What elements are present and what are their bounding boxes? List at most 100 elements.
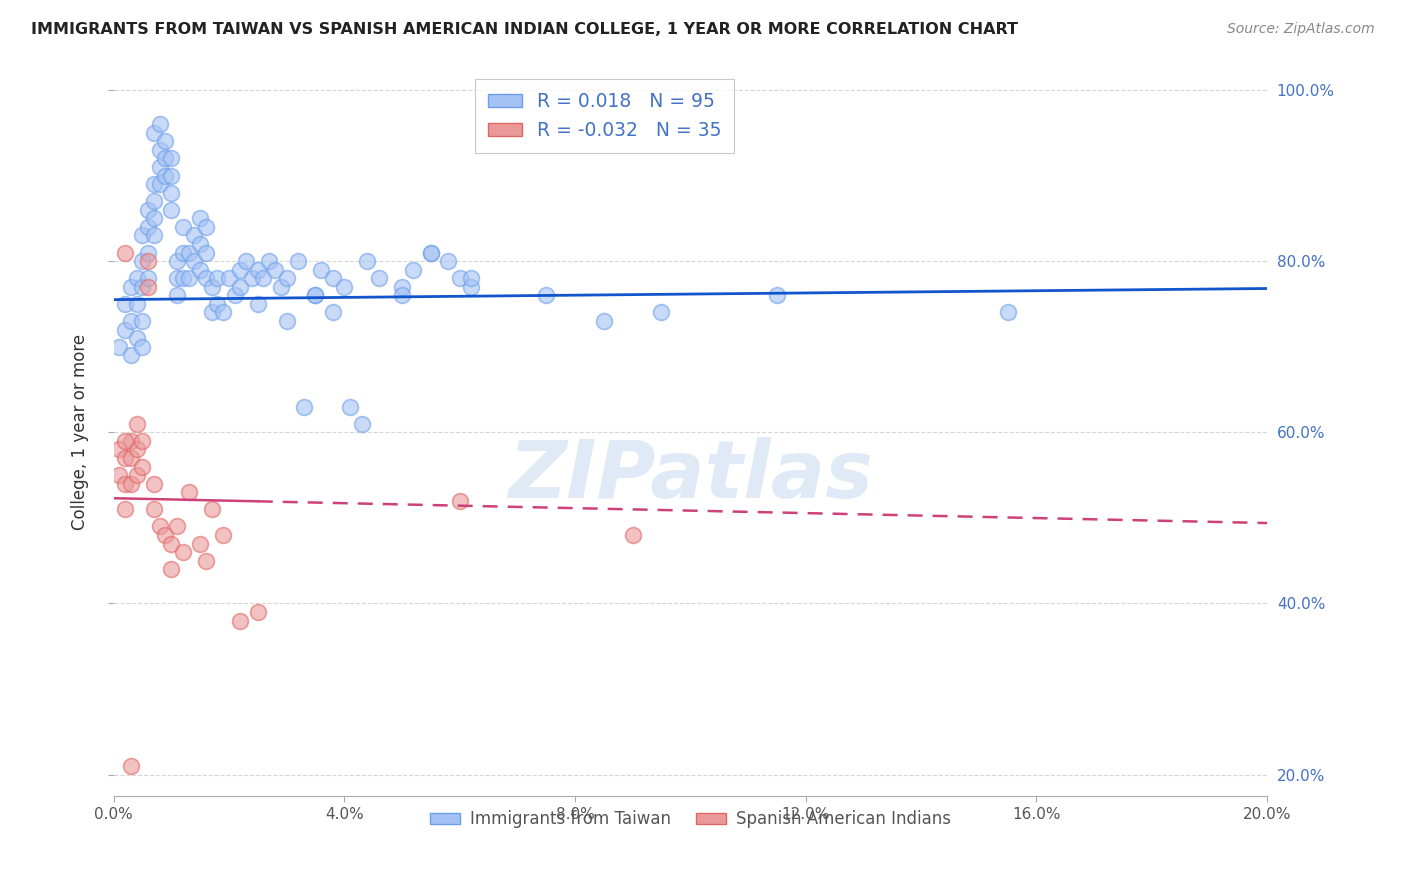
Point: [367, 271, 389, 285]
Point: [391, 288, 413, 302]
Point: [114, 476, 136, 491]
Point: [131, 314, 153, 328]
Point: [142, 211, 165, 226]
Point: [194, 271, 217, 285]
Point: [246, 262, 269, 277]
Point: [229, 262, 252, 277]
Point: [188, 211, 211, 226]
Point: [108, 442, 131, 457]
Point: [136, 245, 159, 260]
Point: [114, 245, 136, 260]
Point: [172, 271, 194, 285]
Point: [188, 237, 211, 252]
Point: [166, 288, 188, 302]
Point: [114, 450, 136, 465]
Point: [131, 254, 153, 268]
Point: [125, 297, 148, 311]
Point: [131, 228, 153, 243]
Point: [149, 117, 172, 131]
Point: [125, 417, 148, 431]
Point: [155, 152, 177, 166]
Point: [136, 271, 159, 285]
Point: [391, 280, 413, 294]
Point: [149, 177, 172, 191]
Point: [108, 340, 131, 354]
Point: [183, 254, 205, 268]
Point: [212, 305, 235, 319]
Point: [114, 322, 136, 336]
Point: [322, 271, 344, 285]
Point: [252, 271, 274, 285]
Point: [200, 280, 222, 294]
Point: [166, 519, 188, 533]
Point: [194, 245, 217, 260]
Point: [650, 305, 672, 319]
Point: [155, 134, 177, 148]
Point: [125, 331, 148, 345]
Point: [270, 280, 292, 294]
Point: [259, 254, 281, 268]
Point: [136, 254, 159, 268]
Point: [304, 288, 326, 302]
Point: [350, 417, 373, 431]
Point: [264, 262, 287, 277]
Legend: Immigrants from Taiwan, Spanish American Indians: Immigrants from Taiwan, Spanish American…: [423, 804, 957, 835]
Point: [142, 126, 165, 140]
Point: [166, 271, 188, 285]
Point: [240, 271, 263, 285]
Point: [136, 280, 159, 294]
Point: [120, 348, 142, 362]
Point: [419, 245, 441, 260]
Point: [183, 228, 205, 243]
Point: [142, 177, 165, 191]
Point: [142, 228, 165, 243]
Point: [160, 186, 183, 200]
Point: [229, 614, 252, 628]
Point: [460, 271, 482, 285]
Point: [765, 288, 787, 302]
Point: [160, 536, 183, 550]
Point: [172, 245, 194, 260]
Point: [200, 305, 222, 319]
Text: ZIPatlas: ZIPatlas: [508, 437, 873, 515]
Point: [125, 468, 148, 483]
Point: [246, 605, 269, 619]
Point: [276, 314, 298, 328]
Point: [292, 400, 315, 414]
Point: [246, 297, 269, 311]
Point: [131, 280, 153, 294]
Point: [125, 271, 148, 285]
Text: IMMIGRANTS FROM TAIWAN VS SPANISH AMERICAN INDIAN COLLEGE, 1 YEAR OR MORE CORREL: IMMIGRANTS FROM TAIWAN VS SPANISH AMERIC…: [31, 22, 1018, 37]
Point: [437, 254, 460, 268]
Point: [160, 562, 183, 576]
Point: [207, 297, 229, 311]
Point: [160, 152, 183, 166]
Point: [224, 288, 246, 302]
Point: [276, 271, 298, 285]
Point: [207, 271, 229, 285]
Point: [125, 442, 148, 457]
Point: [131, 459, 153, 474]
Point: [997, 305, 1019, 319]
Point: [166, 254, 188, 268]
Point: [188, 536, 211, 550]
Point: [131, 434, 153, 448]
Point: [160, 202, 183, 217]
Point: [212, 528, 235, 542]
Point: [142, 476, 165, 491]
Point: [172, 219, 194, 234]
Point: [120, 280, 142, 294]
Point: [120, 434, 142, 448]
Point: [235, 254, 257, 268]
Point: [155, 169, 177, 183]
Point: [339, 400, 361, 414]
Point: [322, 305, 344, 319]
Point: [120, 314, 142, 328]
Point: [194, 554, 217, 568]
Point: [356, 254, 378, 268]
Point: [592, 314, 614, 328]
Point: [449, 493, 471, 508]
Point: [160, 169, 183, 183]
Point: [309, 262, 332, 277]
Point: [287, 254, 309, 268]
